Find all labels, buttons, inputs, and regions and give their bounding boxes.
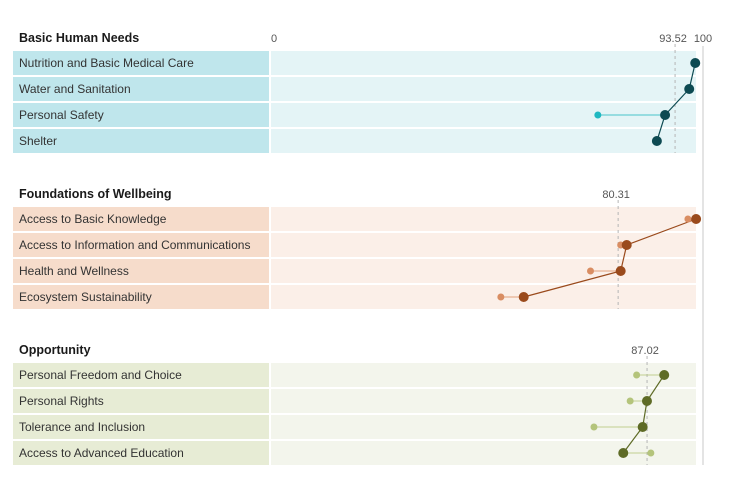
section-1: Foundations of Wellbeing Access to Basic … xyxy=(13,187,702,309)
row-label-bg xyxy=(13,233,269,257)
dot-value xyxy=(690,58,701,68)
row-label: Personal Safety xyxy=(19,108,104,122)
dot-value xyxy=(615,266,626,276)
dot-comparison xyxy=(587,267,595,275)
row-label: Shelter xyxy=(19,134,57,148)
dot-value xyxy=(659,370,670,380)
dot-comparison xyxy=(626,397,634,405)
section-title: Opportunity xyxy=(19,343,91,357)
section-title: Foundations of Wellbeing xyxy=(19,187,172,201)
dot-value xyxy=(618,448,629,458)
row-bar-bg xyxy=(271,259,696,283)
row-label: Personal Freedom and Choice xyxy=(19,368,182,382)
row-label: Health and Wellness xyxy=(19,264,129,278)
row-label-bg xyxy=(13,441,269,465)
section-2: Opportunity Personal Freedom and Choice Pe… xyxy=(13,343,696,465)
dot-comparison xyxy=(594,111,602,119)
dot-value xyxy=(637,422,648,432)
reference-label: 93.52 xyxy=(659,33,687,45)
series-line xyxy=(656,62,696,142)
dot-value xyxy=(691,214,702,224)
dot-value xyxy=(518,292,529,302)
row-bar-bg xyxy=(271,389,696,413)
series-line xyxy=(523,218,697,298)
row-label-bg xyxy=(13,415,269,439)
row-bar-bg xyxy=(271,233,696,257)
row-label: Access to Information and Communications xyxy=(19,238,250,252)
row-label-bg xyxy=(13,103,269,127)
dot-comparison xyxy=(647,449,655,457)
row-label: Water and Sanitation xyxy=(19,82,131,96)
section-0: Basic Human Needs Nutrition and Basic Med… xyxy=(13,31,701,153)
series-line xyxy=(622,374,665,454)
row-label-bg xyxy=(13,389,269,413)
reference-label: 80.31 xyxy=(602,189,630,201)
row-label-bg xyxy=(13,207,269,231)
row-bar-bg xyxy=(271,51,696,75)
reference-label: 87.02 xyxy=(631,345,659,357)
dot-value xyxy=(621,240,632,250)
row-bar-bg xyxy=(271,129,696,153)
row-bar-bg xyxy=(271,285,696,309)
row-label-bg xyxy=(13,129,269,153)
dot-value xyxy=(660,110,671,120)
row-label-bg xyxy=(13,285,269,309)
row-label-bg xyxy=(13,363,269,387)
row-bar-bg xyxy=(271,207,696,231)
dot-value xyxy=(684,84,695,94)
dot-comparison xyxy=(684,215,692,223)
dot-value xyxy=(641,396,652,406)
row-label: Access to Basic Knowledge xyxy=(19,212,167,226)
row-label: Ecosystem Sustainability xyxy=(19,290,152,304)
row-bar-bg xyxy=(271,77,696,101)
row-label-bg xyxy=(13,259,269,283)
section-title: Basic Human Needs xyxy=(19,31,139,45)
tick-label-max: 100 xyxy=(694,33,712,45)
dot-comparison xyxy=(590,423,598,431)
row-label: Tolerance and Inclusion xyxy=(19,420,145,434)
row-label: Nutrition and Basic Medical Care xyxy=(19,56,194,70)
row-bar-bg xyxy=(271,363,696,387)
tick-label-min: 0 xyxy=(271,33,277,45)
row-label-bg xyxy=(13,51,269,75)
row-label-bg xyxy=(13,77,269,101)
row-label: Personal Rights xyxy=(19,394,104,408)
dot-value xyxy=(651,136,662,146)
dot-comparison xyxy=(497,293,505,301)
dot-comparison xyxy=(633,371,641,379)
row-label: Access to Advanced Education xyxy=(19,446,184,460)
